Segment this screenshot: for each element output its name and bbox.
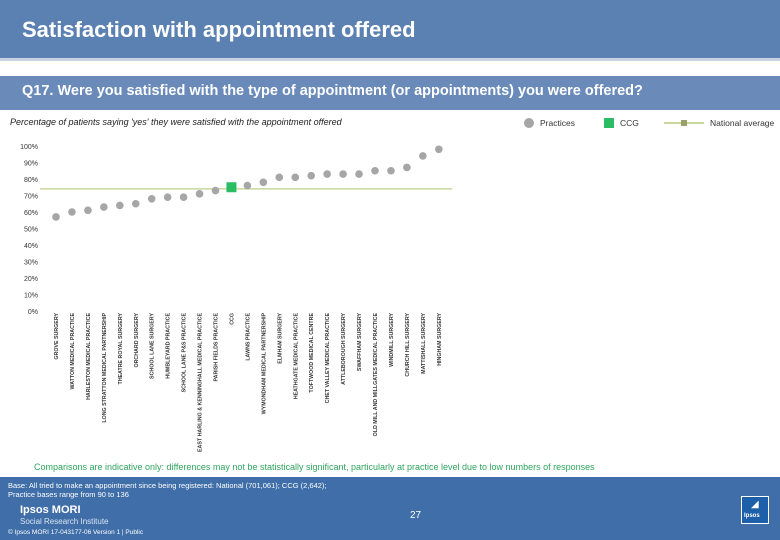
- category-label: LONG STRATTON MEDICAL PARTNERSHIP: [102, 313, 108, 423]
- practice-marker: [307, 171, 316, 180]
- category-label: WATTON MEDICAL PRACTICE: [70, 313, 76, 390]
- category-label: HUMBLEYARD PRACTICE: [166, 313, 172, 379]
- practice-marker: [403, 163, 411, 172]
- footer-bar: Base: All tried to make an appointment s…: [0, 477, 780, 540]
- practice-marker: [195, 190, 204, 198]
- national-line-icon: [664, 118, 704, 128]
- page-number: 27: [410, 510, 422, 521]
- category-label: LAWNS PRACTICE: [245, 313, 251, 361]
- category-label: WINDMILL SURGERY: [389, 313, 395, 367]
- question-text: Q17. Were you satisfied with the type of…: [22, 83, 643, 99]
- question-bar: Q17. Were you satisfied with the type of…: [0, 76, 780, 110]
- page-title: Satisfaction with appointment offered: [22, 17, 416, 42]
- category-label: THEATRE ROYAL SURGERY: [118, 313, 124, 385]
- practice-marker: [243, 181, 252, 190]
- y-tick-label: 70%: [24, 194, 38, 201]
- y-tick-label: 80%: [24, 177, 38, 184]
- satisfaction-chart: 0% 10% 20% 30% 40% 50% 60% 70% 80% 90% 100% GROVE S…: [20, 144, 452, 452]
- institute-name: Social Research Institute: [20, 517, 109, 526]
- legend-national: National average: [664, 117, 774, 131]
- category-label: HARLESTON MEDICAL PRACTICE: [86, 313, 92, 400]
- copyright-note: © Ipsos MORI 17-043177-06 Version 1 | Pu…: [8, 529, 144, 536]
- y-tick-label: 20%: [24, 276, 38, 283]
- legend-ccg: CCG: [604, 117, 639, 131]
- category-label: ATTLEBOROUGH SURGERY: [341, 313, 347, 385]
- base-note-line-2: Practice bases range from 90 to 136: [8, 490, 129, 499]
- category-label: HEATHGATE MEDICAL PRACTICE: [293, 313, 299, 400]
- category-label: CCG: [229, 313, 235, 325]
- y-tick-label: 10%: [24, 293, 38, 300]
- practice-marker: [275, 173, 284, 182]
- y-tick-label: 40%: [24, 243, 38, 250]
- practice-dot-icon: [524, 117, 534, 128]
- comparison-footnote: Comparisons are indicative only: differe…: [34, 462, 595, 472]
- category-label: ELMHAM SURGERY: [277, 313, 283, 364]
- title-bar: Satisfaction with appointment offered: [0, 0, 780, 58]
- practice-marker: [259, 178, 268, 187]
- practice-marker: [387, 166, 395, 175]
- practice-marker: [211, 186, 220, 195]
- legend-national-label: National average: [710, 117, 775, 128]
- practice-marker: [116, 201, 124, 210]
- practice-marker: [355, 170, 363, 178]
- category-label: SWAFFHAM SURGERY: [357, 313, 363, 372]
- category-label: HINGHAM SURGERY: [437, 313, 443, 366]
- practice-marker: [323, 170, 331, 178]
- practice-marker: [291, 173, 300, 182]
- practice-marker: [131, 199, 140, 208]
- category-label: CHURCH HILL SURGERY: [405, 313, 411, 377]
- practice-marker: [163, 193, 172, 201]
- y-tick-label: 50%: [24, 227, 38, 234]
- base-note: Base: All tried to make an appointment s…: [8, 481, 327, 499]
- category-label: ORCHARD SURGERY: [134, 313, 140, 368]
- ccg-marker: [226, 182, 237, 193]
- practice-marker: [84, 206, 92, 215]
- y-tick-label: 60%: [24, 210, 38, 217]
- category-label: OLD MILL AND MILLGATES MEDICAL PRACTICE: [373, 313, 379, 437]
- base-note-line-1: Base: All tried to make an appointment s…: [8, 481, 327, 490]
- category-label: PARISH FIELDS PRACTICE: [214, 313, 220, 382]
- category-label: SCHOOL LANE P&S PRACTICE: [182, 313, 188, 393]
- category-label: GROVE SURGERY: [54, 313, 60, 360]
- header-divider: [0, 58, 780, 61]
- y-tick-label: 30%: [24, 260, 38, 267]
- category-label: EAST HARLING & KENNINGHALL MEDICAL PRACT…: [198, 313, 204, 452]
- ipsos-logo-text: Ipsos MORI: [20, 504, 81, 516]
- y-tick-label: 90%: [24, 161, 38, 168]
- practice-marker: [100, 203, 108, 211]
- y-tick-label: 100%: [20, 144, 38, 151]
- y-tick-label: 0%: [28, 309, 38, 316]
- practice-marker: [339, 170, 347, 178]
- practice-marker: [68, 208, 76, 216]
- legend-practices-label: Practices: [540, 117, 575, 128]
- category-label: WYMONDHAM MEDICAL PARTNERSHIP: [261, 313, 267, 415]
- practice-marker: [52, 213, 60, 221]
- practice-marker: [179, 193, 188, 201]
- practice-marker: [371, 166, 379, 175]
- practice-marker: [419, 152, 427, 160]
- practice-marker: [147, 195, 156, 203]
- category-label: SCHOOL LANE SURGERY: [150, 313, 156, 379]
- practice-marker: [435, 145, 443, 154]
- chart-subtitle: Percentage of patients saying 'yes' they…: [10, 117, 342, 127]
- ccg-square-icon: [604, 117, 614, 128]
- category-label: CHET VALLEY MEDICAL PRACTICE: [325, 313, 331, 404]
- category-label: TOFTWOOD MEDICAL CENTRE: [309, 313, 315, 393]
- ipsos-brand-logo: ◢ Ipsos: [741, 496, 769, 524]
- legend-ccg-label: CCG: [620, 117, 639, 128]
- brand-text: Ipsos: [744, 513, 760, 519]
- brand-mark-icon: ◢: [751, 499, 759, 510]
- category-label: MATTISHALL SURGERY: [421, 313, 427, 374]
- legend-practices: Practices: [524, 117, 575, 131]
